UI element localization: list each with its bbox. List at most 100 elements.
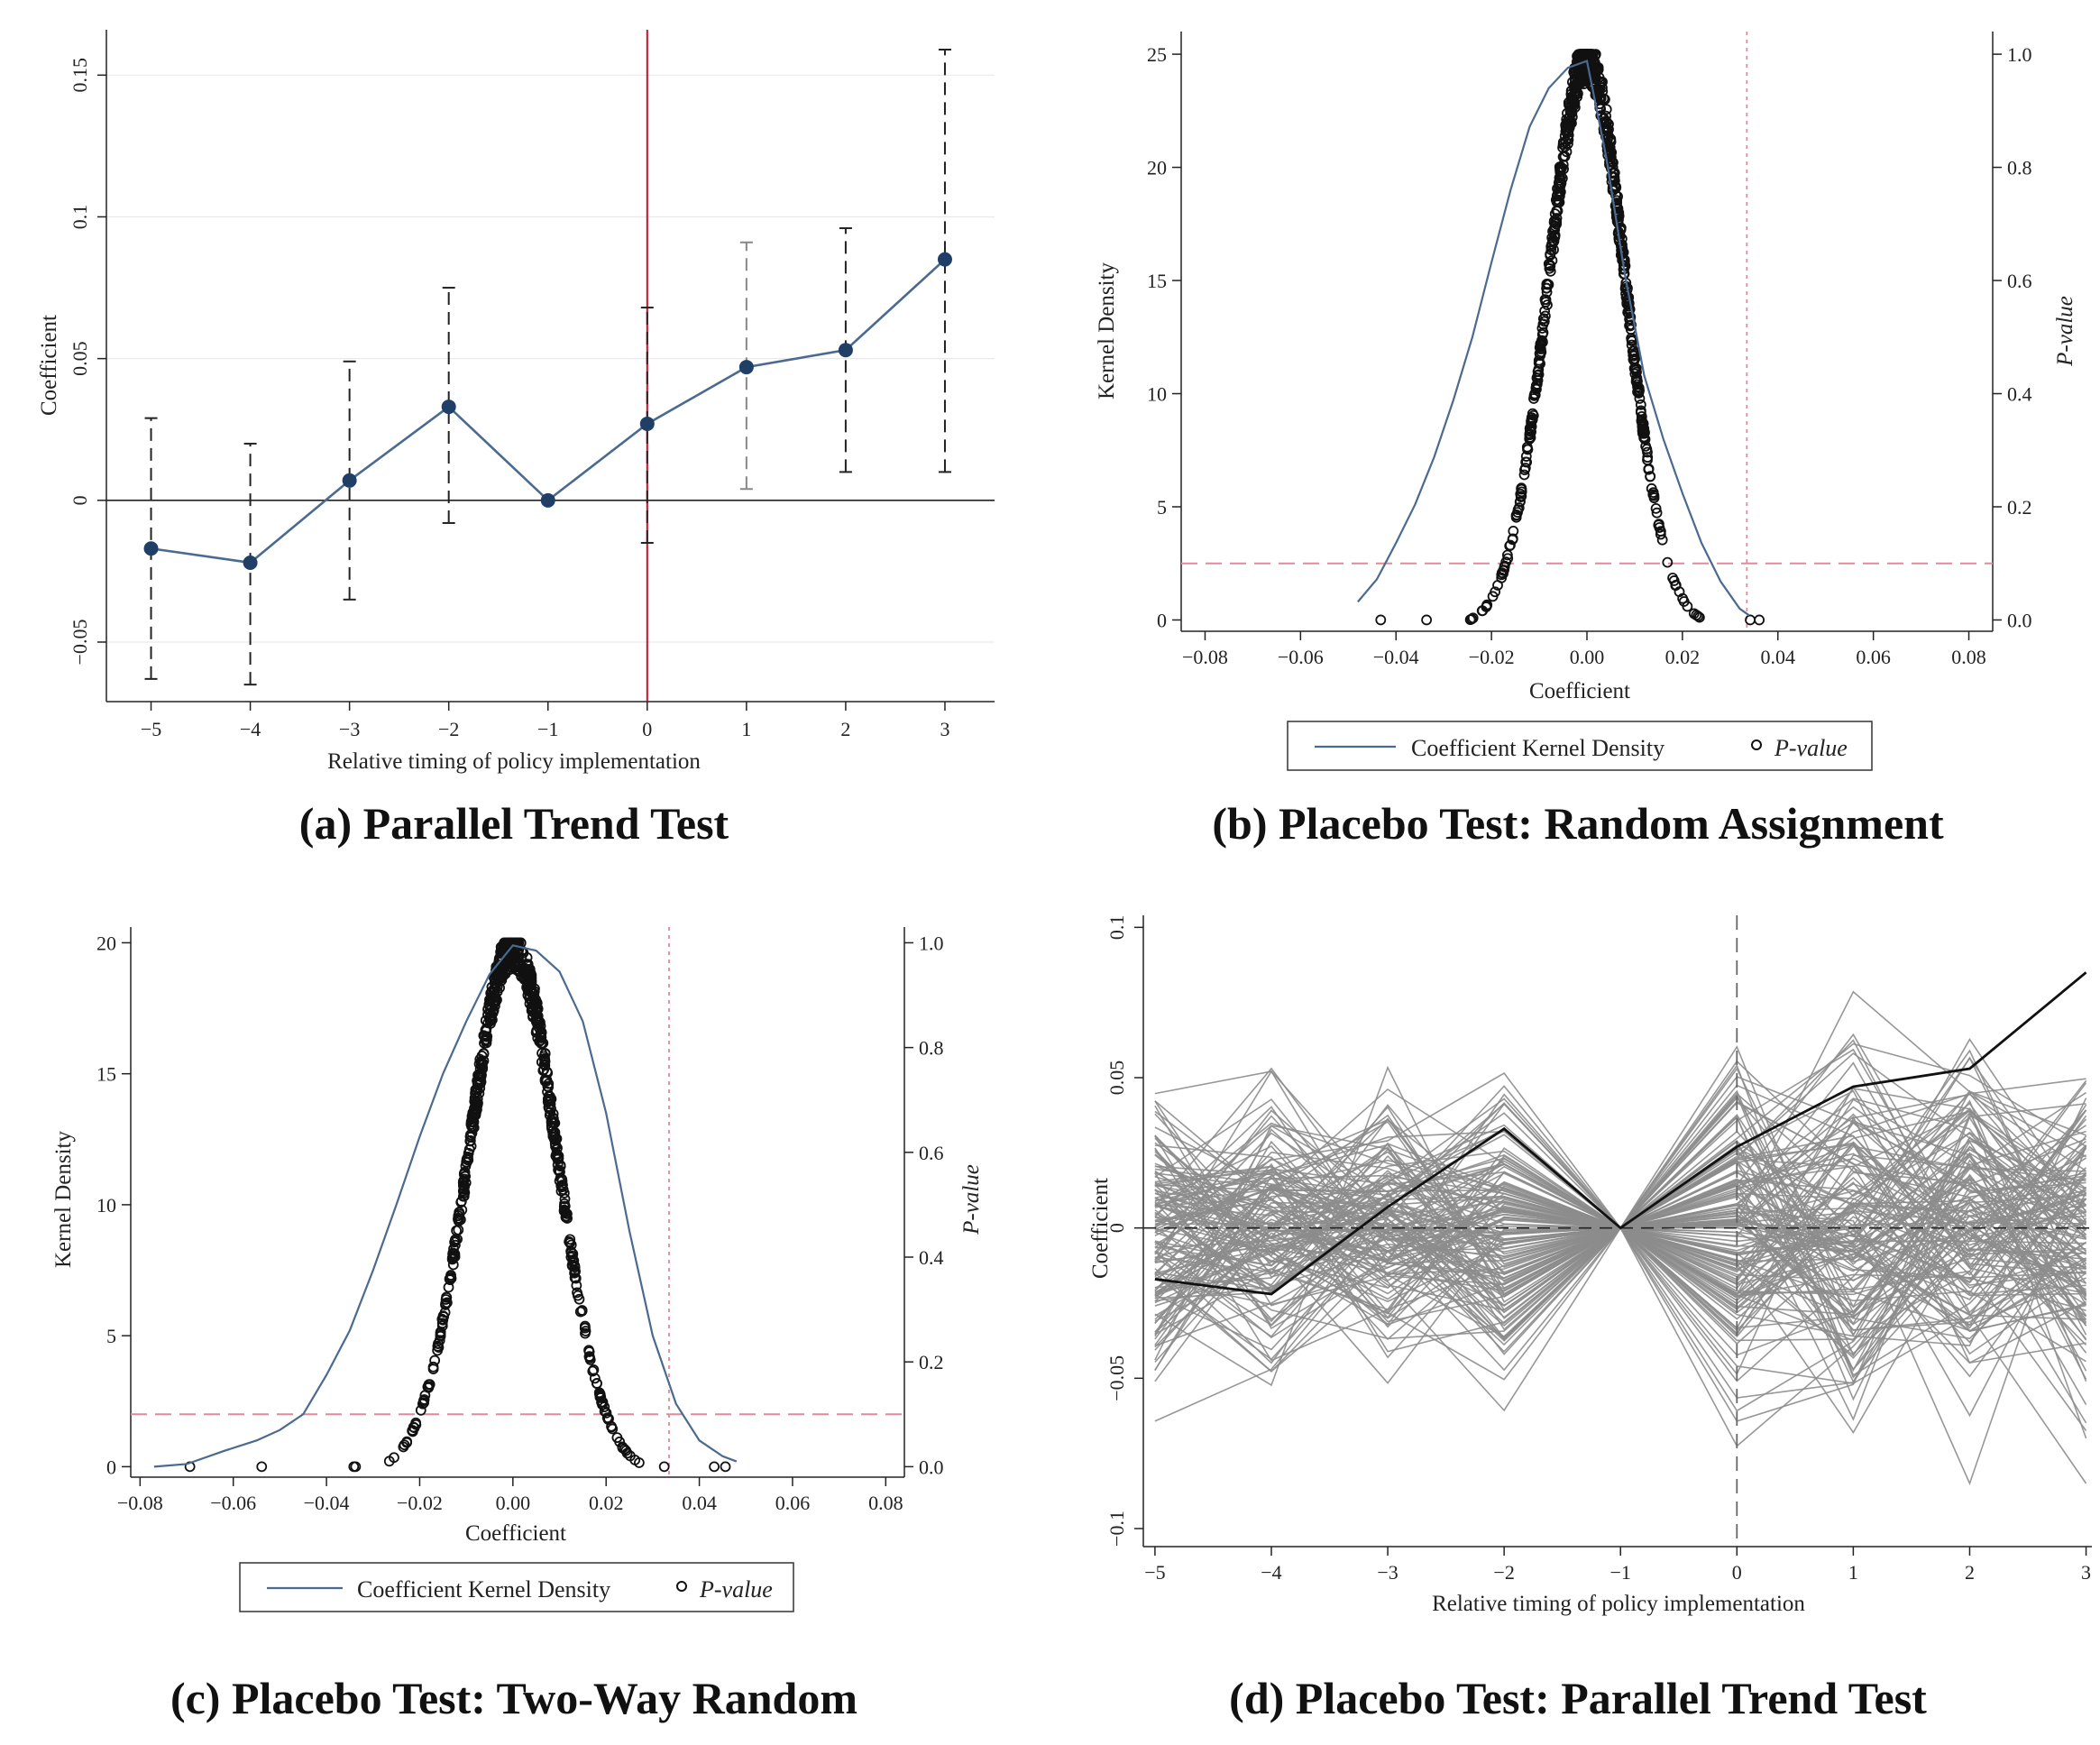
panel-c-pvalue-point [481,1031,492,1042]
panel-c-pvalue-point [423,1382,434,1393]
panel-b-pvalue-point [1539,305,1550,317]
panel-c-pvalue-point [565,1245,577,1257]
panel-b-pvalue-point [1626,339,1637,351]
panel-c-y-right-tick-label: 0.8 [919,1037,944,1060]
panel-c-pvalue-point [583,1346,595,1357]
panel-c-pvalue-point [410,1417,422,1428]
panel-a-x-tick-label: 1 [741,718,751,740]
panel-b-x-tick-label: −0.04 [1373,646,1419,668]
panel-b-pvalue-point [1524,433,1536,445]
panel-d-true-series [1154,971,2087,1296]
panel-d-xlabel: Relative timing of policy implementation [1432,1592,1805,1616]
panel-b-pvalue-point [1599,94,1610,106]
panel-a-xlabel: Relative timing of policy implementation [327,749,701,774]
panel-c-pvalue-point [589,1373,601,1384]
panel-b-pvalue-point [1566,117,1577,129]
panel-c-x-tick-label: 0.08 [868,1492,903,1514]
panel-b-pvalue-point [1566,107,1577,119]
panel-b-pvalue-point [1600,115,1612,127]
panel-b-y-right-tick-label: 0.4 [2007,383,2032,406]
panel-a-coef-point [540,492,555,508]
panel-c-pvalue-point [458,1188,470,1199]
panel-b-pvalue-point [1557,139,1569,151]
panel-b-pvalue-point [1541,282,1553,294]
panel-b-pvalue-point [1539,310,1551,322]
panel-c-pvalue-point [539,1076,551,1087]
panel-b-pvalue-point [1505,539,1516,551]
panel-c-pvalue-point [499,961,510,973]
panel-b-pvalue-point [1466,613,1478,625]
panel-b-pvalue-point [1612,216,1624,227]
panel-c-pvalue-point [441,1291,453,1303]
panel-a-y-tick-label: 0.05 [69,341,91,376]
panel-c-pvalue-point [515,960,526,971]
panel-b-xlabel: Coefficient [1529,679,1630,703]
panel-b-pvalue-point [1655,528,1666,540]
panel-b-pvalue-point [1507,534,1518,546]
panel-b-pvalue-point [1654,522,1665,533]
panel-c-y-right-tick-label: 1.0 [919,932,944,954]
panel-a-coef-point [937,252,952,267]
panel-b-pvalue-point [1549,232,1561,243]
panel-c-pvalue-point [432,1345,444,1356]
panel-b-legend-density-label: Coefficient Kernel Density [1411,735,1664,761]
panel-c-y-right-tick-label: 0.2 [919,1351,944,1373]
panel-b-x-tick-label: 0.00 [1570,646,1605,668]
panel-c-pvalue-point [486,993,498,1005]
panel-b-pvalue-point [1637,418,1649,429]
panel-b-pvalue-point [1642,446,1653,458]
panel-c-pvalue-point [565,1239,577,1251]
panel-a-coef-point [738,360,754,375]
panel-b-pvalue-point [1629,368,1641,380]
panel-c-pvalue-point [558,1200,570,1212]
panel-b-pvalue-point [1635,399,1646,410]
panel-d-placebo-parallel-trend: (d) Placebo Test: Parallel Trend Test Re… [1088,915,2092,1723]
panel-c-pvalue-point [452,1234,463,1245]
panel-b-caption: (b) Placebo Test: Random Assignment [1212,798,1944,849]
panel-b-x-tick-label: 0.04 [1761,646,1796,668]
panel-b-pvalue-point [1745,614,1756,626]
panel-b-pvalue-point [1625,311,1637,323]
panel-b-pvalue-point [1530,380,1542,391]
panel-b-x-tick-label: 0.02 [1665,646,1701,668]
panel-b-y-left-tick-label: 20 [1147,157,1167,179]
panel-c-pvalue-point [564,1234,576,1245]
panel-c-pvalue-point [596,1396,607,1408]
panel-b-pvalue-point [1645,471,1655,482]
panel-c-pvalue-point [472,1093,483,1105]
panel-a-coef-point [838,343,853,358]
panel-c-pvalue-point [587,1365,599,1377]
panel-b-pvalue-point [1520,451,1532,462]
panel-c-pvalue-point [348,1461,360,1473]
panel-b-legend-marker [1751,739,1762,750]
panel-c-y-right-tick-label: 0.6 [919,1142,944,1164]
panel-c-pvalue-point [526,1005,537,1016]
panel-c-pvalue-point [491,994,502,1006]
panel-b-pvalue-point [1560,119,1572,131]
panel-b-pvalue-point [1510,511,1522,523]
panel-c-pvalue-point [475,1058,487,1070]
panel-c-pvalue-point [629,1455,641,1465]
panel-b-pvalue-point [1636,410,1647,422]
panel-c-pvalue-point [536,1056,547,1068]
panel-b-pvalue-point [1622,297,1634,308]
panel-c-pvalue-point [527,1011,538,1023]
panel-b-legend-pvalue-label: P-value [1774,735,1848,761]
panel-c-pvalue-point [550,1150,562,1162]
panel-b-y-left-tick-label: 15 [1147,270,1167,292]
panel-b-ylabel-right: P-value [2053,296,2077,367]
panel-a-y-tick-label: −0.05 [69,620,91,666]
panel-b-pvalue-point [1540,294,1552,306]
panel-b-pvalue-point [1553,186,1564,197]
panel-b-pvalue-point [1501,549,1513,561]
panel-b-pvalue-point [1612,209,1624,221]
panel-c-pvalue-point [524,993,536,1005]
panel-d-ylabel: Coefficient [1088,1178,1113,1279]
panel-d-x-tick-label: −3 [1377,1561,1398,1584]
panel-c-pvalue-point [434,1335,445,1346]
panel-c-pvalue-point [601,1407,612,1419]
panel-c-pvalue-point [497,943,509,955]
panel-d-y-tick-label: 0.1 [1105,915,1128,941]
panel-a-coef-point [243,555,258,570]
panel-c-pvalue-point [576,1305,588,1316]
